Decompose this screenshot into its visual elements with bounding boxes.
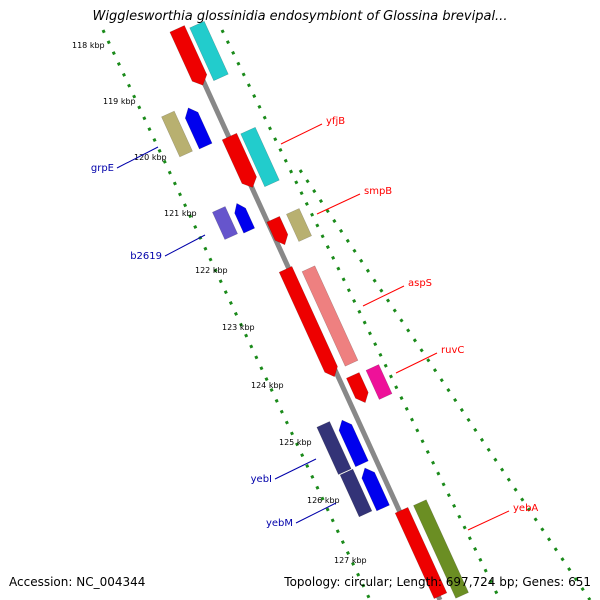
gene-label-ruvc: ruvC [441, 345, 464, 356]
middle-dotted-guide [220, 29, 502, 600]
gene-block [234, 202, 256, 234]
gene-block [266, 216, 289, 246]
gene-feature [301, 265, 359, 367]
gene-block [189, 20, 229, 82]
gene-feature [266, 216, 289, 246]
gene-block [212, 206, 238, 240]
gene-feature [338, 419, 369, 468]
inner-dotted-guide [101, 29, 372, 600]
gene-block [394, 506, 448, 600]
kbp-ticks: 118 kbp 119 kbp 120 kbp 121 kbp 122 kbp 123 k… [72, 41, 367, 565]
gene-leader-line [116, 146, 159, 169]
gene-leader-line [316, 193, 361, 215]
kbp-tick-label: 118 kbp [72, 41, 105, 50]
gene-block [301, 265, 359, 367]
gene-label-grpe: grpE [91, 163, 114, 174]
gene-block [169, 25, 208, 86]
gene-label-asps: aspS [408, 278, 432, 289]
gene-label-yebi: yebI [251, 474, 272, 485]
kbp-tick-label: 123 kbp [222, 323, 255, 332]
gene-feature [234, 202, 256, 234]
gene-feature [189, 20, 229, 82]
gene-label-yeba: yebA [513, 503, 538, 514]
gene-label-b2619: b2619 [130, 251, 162, 262]
gene-feature [212, 206, 238, 240]
gene-feature [278, 266, 338, 378]
gene-feature [169, 25, 208, 86]
gene-block [240, 126, 280, 188]
gene-features [161, 20, 469, 600]
gene-leader-line [395, 352, 438, 374]
gene-feature [316, 421, 352, 475]
gene-block [365, 364, 393, 400]
gene-leader-line [295, 502, 337, 524]
gene-feature [339, 468, 373, 518]
kbp-tick-label: 127 kbp [334, 556, 367, 565]
gene-block [184, 107, 213, 150]
accession-text: Accession: NC_004344 [9, 575, 146, 589]
map-title: Wigglesworthia glossinidia endosymbiont … [92, 9, 508, 24]
gene-feature [413, 499, 469, 599]
gene-feature [361, 467, 390, 512]
gene-leader-line [467, 510, 510, 531]
gene-leader-line [362, 285, 405, 307]
gene-feature [221, 132, 257, 188]
topology-text: Topology: circular; Length: 697,724 bp; … [284, 575, 591, 589]
kbp-tick-label: 120 kbp [134, 153, 167, 162]
gene-block [286, 208, 312, 242]
kbp-tick-label: 122 kbp [195, 266, 228, 275]
kbp-tick-label: 119 kbp [103, 97, 136, 106]
kbp-tick-label: 121 kbp [164, 209, 197, 218]
gene-label-smpb: smpB [364, 186, 392, 197]
gene-feature [365, 364, 393, 400]
gene-block [278, 266, 338, 378]
gene-block [338, 419, 369, 468]
gene-block [339, 468, 373, 518]
kbp-tick-label: 126 kbp [307, 496, 340, 505]
gene-feature [394, 506, 448, 600]
kbp-tick-label: 125 kbp [279, 438, 312, 447]
gene-feature [286, 208, 312, 242]
gene-label-yebm: yebM [266, 518, 293, 529]
gene-block [221, 132, 257, 188]
gene-feature [240, 126, 280, 188]
gene-label-yfjb: yfjB [326, 116, 345, 127]
gene-block [316, 421, 352, 475]
gene-block [346, 372, 369, 403]
gene-labels: yfjB smpB aspS ruvC yebA grpE b2619 yebI yebM [91, 116, 538, 531]
gene-feature [161, 110, 193, 158]
gene-block [361, 467, 390, 512]
gene-block [413, 499, 469, 599]
gene-feature [346, 372, 369, 403]
gene-block [161, 110, 193, 158]
kbp-tick-label: 124 kbp [251, 381, 284, 390]
gene-leader-line [280, 123, 323, 145]
gene-leader-line [164, 234, 206, 257]
gene-feature [184, 107, 213, 150]
outer-dotted-guide [298, 169, 592, 600]
gene-leader-line [274, 458, 317, 480]
